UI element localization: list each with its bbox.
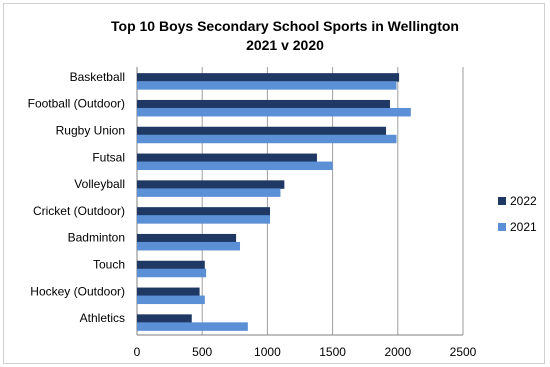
x-tick-label: 0	[134, 345, 141, 359]
bar-2022-football-outdoor	[137, 99, 390, 109]
x-tick-label: 1000	[254, 345, 281, 359]
category-label: Athletics	[80, 311, 125, 325]
category-label: Futsal	[92, 150, 125, 164]
category-label: Football (Outdoor)	[28, 97, 125, 111]
bar-2022-cricket-outdoor	[137, 207, 271, 216]
bar-2022-badminton	[137, 233, 237, 243]
bar-2022-athletics	[137, 314, 192, 323]
bar-2021-cricket-outdoor	[137, 215, 271, 224]
x-axis-tick-labels: 0 500 1000 1500 2000 2500	[134, 345, 477, 359]
bar-2021-badminton	[137, 241, 241, 251]
bar-2021-football-outdoor	[137, 107, 411, 117]
bar-2021-hockey-outdoor	[137, 295, 205, 305]
legend: 2022 2021	[498, 194, 537, 234]
bar-2022-rugby-union	[137, 126, 387, 136]
bar-2022-hockey-outdoor	[137, 287, 200, 297]
legend-label-2021: 2021	[510, 220, 537, 234]
category-label: Cricket (Outdoor)	[33, 204, 125, 218]
x-tick-label: 2000	[384, 345, 411, 359]
category-label: Volleyball	[74, 177, 125, 191]
bar-2022-volleyball	[137, 180, 285, 189]
category-label: Basketball	[70, 70, 125, 84]
bar-2021-volleyball	[137, 188, 281, 197]
bar-2021-rugby-union	[137, 134, 397, 144]
category-label: Rugby Union	[56, 124, 125, 138]
bar-2021-athletics	[137, 322, 248, 331]
bar-2021-basketball	[137, 81, 397, 90]
chart-title-line-2: 2021 v 2020	[246, 37, 324, 53]
bar-2021-futsal	[137, 161, 333, 171]
legend-swatch-2022	[498, 197, 506, 205]
bar-2022-basketball	[137, 73, 400, 82]
x-tick-label: 500	[192, 345, 212, 359]
legend-label-2022: 2022	[510, 194, 537, 208]
bar-2021-touch	[137, 268, 207, 278]
legend-swatch-2021	[498, 223, 506, 231]
bar-2022-futsal	[137, 153, 317, 163]
category-label: Badminton	[68, 231, 125, 245]
category-labels: Basketball Football (Outdoor) Rugby Union F…	[28, 70, 125, 325]
chart-title-line-1: Top 10 Boys Secondary School Sports in W…	[111, 18, 459, 34]
x-tick-label: 1500	[319, 345, 346, 359]
category-label: Touch	[93, 258, 125, 272]
bar-2022-touch	[137, 260, 205, 270]
x-tick-label: 2500	[450, 345, 477, 359]
bars	[137, 73, 411, 331]
category-label: Hockey (Outdoor)	[30, 284, 125, 298]
